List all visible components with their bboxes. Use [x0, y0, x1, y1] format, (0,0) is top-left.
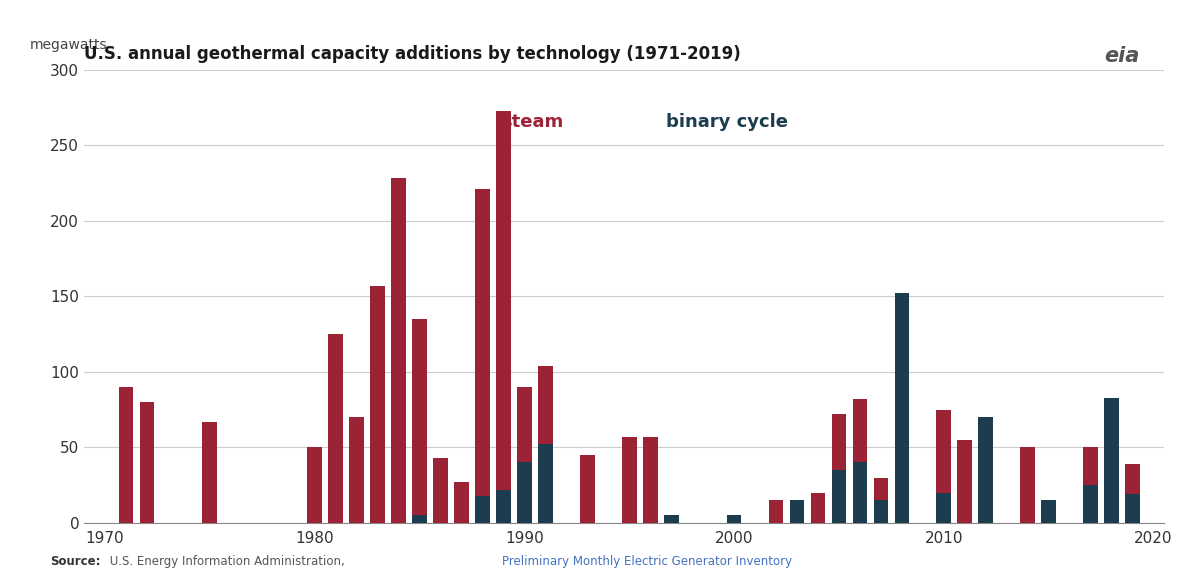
Bar: [119, 387, 133, 523]
Bar: [496, 490, 511, 523]
Bar: [790, 500, 804, 523]
Bar: [978, 417, 994, 523]
Bar: [852, 399, 868, 462]
Text: binary cycle: binary cycle: [666, 113, 787, 131]
Bar: [1126, 494, 1140, 523]
Bar: [454, 482, 469, 523]
Bar: [391, 178, 406, 523]
Bar: [433, 458, 448, 523]
Bar: [1042, 500, 1056, 523]
Bar: [538, 444, 553, 523]
Bar: [874, 500, 888, 523]
Bar: [874, 478, 888, 500]
Bar: [1084, 447, 1098, 485]
Bar: [936, 493, 952, 523]
Bar: [371, 286, 385, 523]
Bar: [832, 414, 846, 470]
Bar: [832, 470, 846, 523]
Bar: [852, 462, 868, 523]
Bar: [139, 402, 155, 523]
Bar: [475, 189, 490, 496]
Y-axis label: megawatts: megawatts: [30, 38, 108, 52]
Text: U.S. Energy Information Administration,: U.S. Energy Information Administration,: [106, 555, 348, 568]
Bar: [958, 440, 972, 523]
Text: Preliminary Monthly Electric Generator Inventory: Preliminary Monthly Electric Generator I…: [502, 555, 792, 568]
Bar: [412, 319, 427, 515]
Bar: [1084, 485, 1098, 523]
Bar: [643, 437, 658, 523]
Bar: [894, 293, 910, 523]
Bar: [538, 366, 553, 444]
Bar: [329, 334, 343, 523]
Bar: [727, 515, 742, 523]
Bar: [517, 387, 532, 462]
Bar: [349, 417, 364, 523]
Bar: [517, 462, 532, 523]
Bar: [664, 515, 678, 523]
Bar: [1020, 447, 1036, 523]
Bar: [496, 110, 511, 490]
Bar: [622, 437, 636, 523]
Text: Source:: Source:: [50, 555, 101, 568]
Bar: [475, 496, 490, 523]
Bar: [811, 493, 826, 523]
Bar: [769, 500, 784, 523]
Bar: [936, 410, 952, 493]
Bar: [412, 515, 427, 523]
Text: U.S. annual geothermal capacity additions by technology (1971-2019): U.S. annual geothermal capacity addition…: [84, 45, 740, 63]
Text: eia: eia: [1104, 46, 1140, 66]
Text: steam: steam: [502, 113, 563, 131]
Bar: [307, 447, 322, 523]
Bar: [1126, 464, 1140, 494]
Bar: [203, 422, 217, 523]
Bar: [580, 455, 595, 523]
Bar: [1104, 397, 1118, 523]
